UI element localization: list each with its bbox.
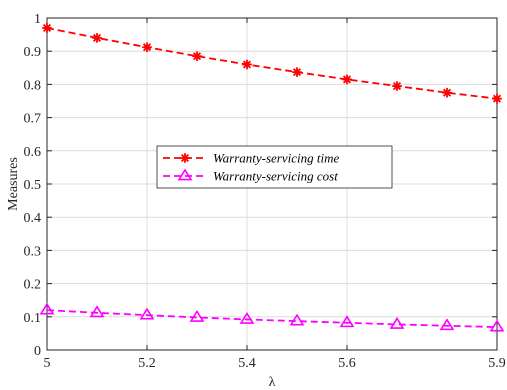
- x-tick-label: 5.4: [238, 356, 256, 371]
- series-line-cost: [46, 309, 498, 328]
- data-point-time: [92, 33, 102, 43]
- legend-symbol-cost: [163, 168, 207, 181]
- data-point-time: [292, 67, 302, 77]
- data-point-cost: [139, 307, 155, 320]
- x-tick-label: 5.6: [338, 356, 356, 371]
- data-point-time: [192, 51, 202, 61]
- y-tick-label: 0.2: [24, 278, 42, 293]
- legend-box: [156, 145, 393, 189]
- x-tick-label: 5.2: [138, 356, 156, 371]
- y-tick-label: 0.8: [24, 78, 42, 93]
- data-point-cost: [289, 313, 305, 326]
- y-tick-label: 0.9: [24, 45, 42, 60]
- x-tick-label: 5.9: [488, 356, 506, 371]
- data-point-cost: [239, 311, 255, 324]
- y-tick-label: 0.7: [24, 112, 42, 127]
- legend-entry-cost: Warranty-servicing cost: [163, 168, 338, 184]
- x-tick-label: 5: [44, 356, 51, 371]
- y-tick-label: 1: [34, 12, 41, 27]
- axis-ticks: 5 5.2 5.4 5.6 5.9 0 0.1 0.2 0.3 0.4 0.5 0.6 0.7 0.8 0.…: [24, 12, 506, 371]
- y-axis-title: Measures: [6, 157, 21, 211]
- series-line-time: [46, 27, 498, 100]
- y-tick-label: 0.1: [24, 311, 42, 326]
- legend-symbol-time: [163, 153, 207, 163]
- legend: Warranty-servicing time Warranty-servici…: [156, 145, 393, 189]
- data-point-time: [342, 74, 352, 85]
- data-point-time: [42, 23, 52, 33]
- y-tick-label: 0.4: [24, 211, 42, 226]
- legend-label-time: Warranty-servicing time: [213, 151, 339, 166]
- data-point-cost: [189, 309, 205, 322]
- y-tick-label: 0.3: [24, 244, 42, 259]
- series-layer: [39, 23, 505, 332]
- data-point-cost: [339, 315, 355, 328]
- legend-entry-time: Warranty-servicing time: [163, 151, 339, 166]
- data-point-cost: [489, 319, 505, 332]
- x-axis-title: λ: [269, 375, 276, 390]
- data-point-cost: [89, 305, 105, 318]
- y-tick-label: 0: [34, 344, 41, 359]
- data-point-time: [242, 59, 252, 70]
- y-tick-label: 0.6: [24, 145, 42, 160]
- data-point-time: [492, 93, 502, 104]
- data-point-cost: [39, 302, 55, 315]
- data-point-cost: [439, 318, 455, 331]
- legend-marker-time: [180, 153, 190, 163]
- data-point-cost: [389, 316, 405, 329]
- legend-label-cost: Warranty-servicing cost: [213, 169, 338, 184]
- legend-marker-cost: [177, 168, 193, 181]
- y-tick-label: 0.5: [24, 178, 42, 193]
- data-point-time: [442, 87, 452, 98]
- data-point-time: [392, 81, 402, 91]
- data-point-time: [142, 42, 152, 53]
